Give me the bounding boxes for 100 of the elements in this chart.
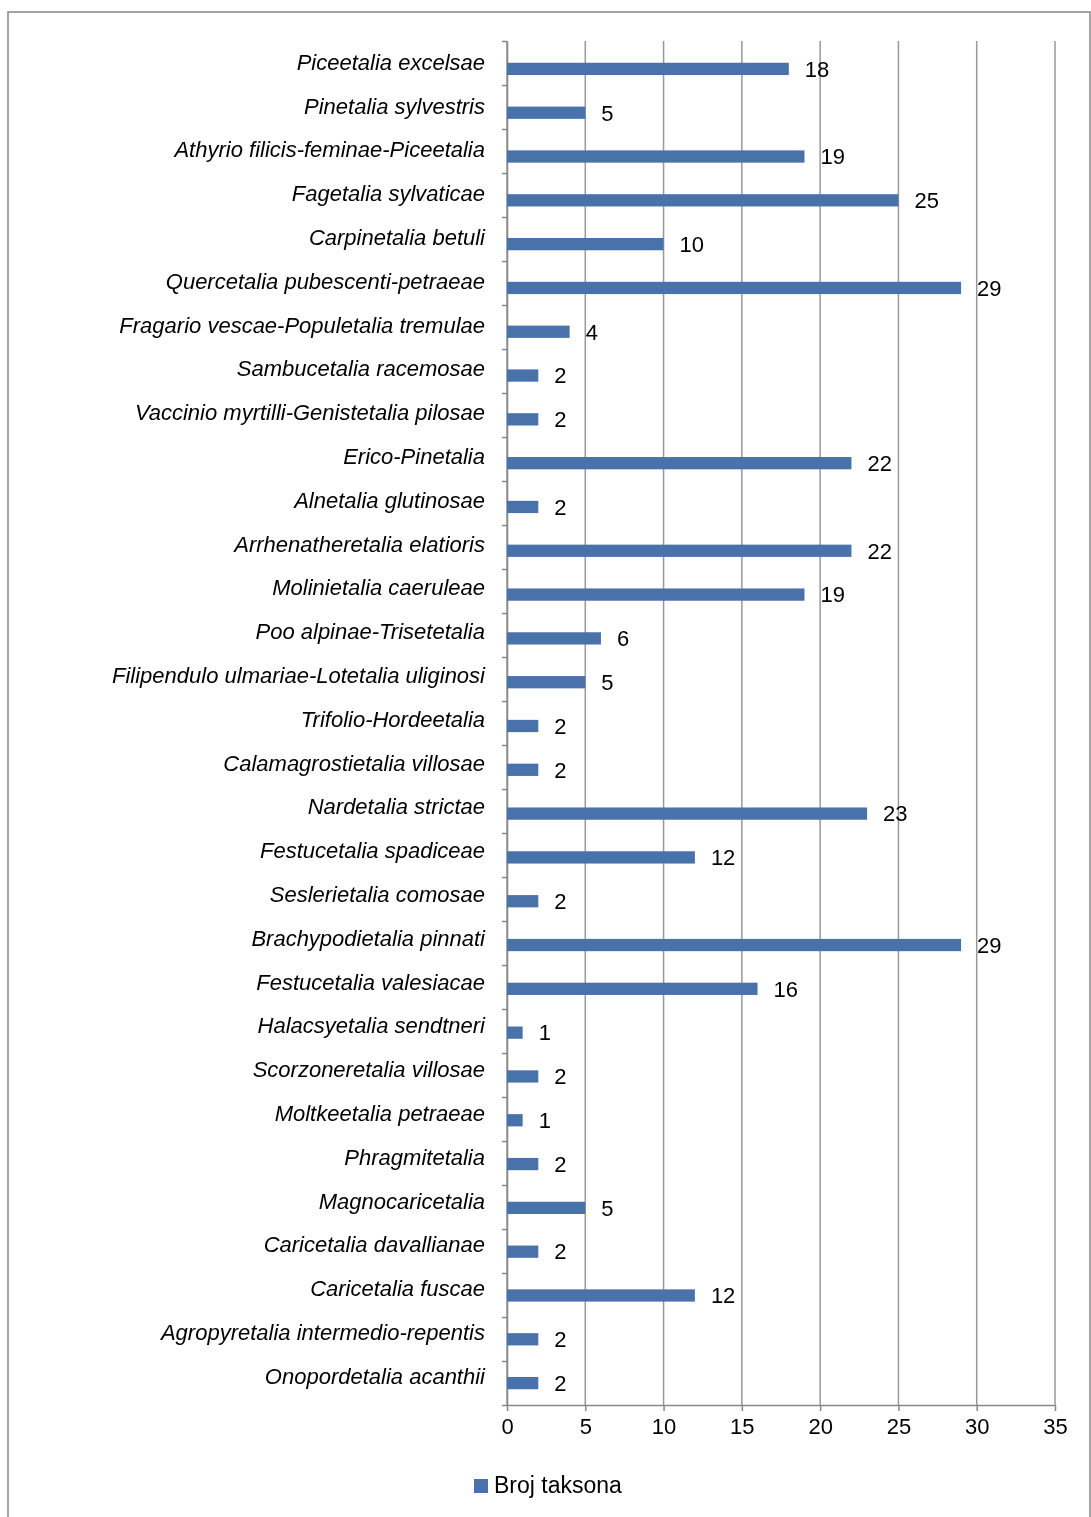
data-label: 2: [554, 713, 567, 739]
y-tick-label: Arrhenatheretalia elatioris: [232, 531, 485, 557]
data-label: 18: [804, 56, 830, 82]
x-tick-label: 5: [579, 1413, 592, 1439]
bar: [507, 1289, 695, 1302]
data-label: 1: [538, 1108, 551, 1134]
bar: [507, 1157, 539, 1171]
y-tick-label: Piceetalia excelsae: [296, 49, 485, 75]
data-label: 22: [867, 450, 892, 476]
bar: [507, 500, 539, 514]
y-tick-label: Filipendulo ulmariae-Lotetalia uliginosi: [112, 663, 487, 689]
bar: [507, 238, 664, 251]
x-tick-label: 35: [1043, 1413, 1068, 1439]
bar: [507, 413, 539, 426]
y-tick-label: Vaccinio myrtilli-Genistetalia pilosae: [134, 400, 485, 426]
data-label: 12: [710, 845, 736, 871]
x-tick-label: 0: [501, 1413, 514, 1439]
data-label: 2: [554, 494, 567, 520]
y-tick-label: Erico-Pinetalia: [343, 443, 485, 469]
y-tick-label: Molinietalia caeruleae: [272, 575, 485, 601]
data-label: 16: [773, 976, 798, 1002]
bar: [507, 807, 868, 820]
y-tick-label: Poo alpinae-Trisetetalia: [255, 619, 485, 645]
bar: [507, 1070, 539, 1083]
legend-label: Broj taksona: [494, 1472, 623, 1499]
y-tick-label: Brachypodietalia pinnati: [251, 925, 487, 951]
bar: [507, 1376, 539, 1390]
y-tick-label: Athyrio filicis-feminae-Piceetalia: [172, 137, 485, 163]
y-tick-label: Alnetalia glutinosae: [292, 487, 485, 513]
data-label: 4: [585, 319, 598, 345]
y-tick-label: Caricetalia davallianae: [263, 1232, 485, 1258]
bar: [507, 544, 852, 557]
data-label: 22: [867, 538, 892, 564]
bar: [507, 369, 539, 382]
bar: [507, 1201, 586, 1215]
y-tick-label: Onopordetalia acanthii: [264, 1363, 487, 1389]
data-label: 2: [554, 1327, 567, 1353]
bar: [507, 1026, 523, 1039]
y-tick-label: Trifolio-Hordeetalia: [300, 706, 485, 732]
bar: [507, 982, 758, 995]
data-label: 10: [679, 231, 705, 257]
y-tick-label: Sambucetalia racemosae: [236, 356, 485, 382]
y-tick-label: Halacsyetalia sendtneri: [257, 1013, 487, 1039]
y-tick-label: Phragmitetalia: [344, 1144, 485, 1170]
bar: [507, 194, 899, 207]
data-label: 19: [820, 144, 845, 170]
y-tick-label: Magnocaricetalia: [318, 1188, 485, 1214]
data-label: 29: [977, 275, 1002, 301]
x-tick-label: 30: [964, 1413, 990, 1439]
data-label: 19: [820, 582, 845, 608]
data-label: 5: [601, 670, 614, 696]
data-label: 1: [538, 1020, 551, 1046]
bar: [507, 719, 539, 733]
y-tick-label: Nardetalia strictae: [307, 794, 485, 820]
bar: [507, 895, 539, 908]
data-label: 29: [977, 932, 1002, 958]
y-tick-label: Agropyretalia intermedio-repentis: [158, 1320, 485, 1346]
data-label: 2: [554, 1239, 567, 1265]
bar: [507, 1333, 539, 1346]
bar: [507, 150, 805, 163]
data-label: 23: [883, 801, 908, 827]
bar: [507, 325, 570, 338]
data-label: 2: [554, 757, 567, 783]
y-tick-label: Seslerietalia comosae: [269, 882, 485, 908]
bar: [507, 1245, 539, 1258]
data-label: 2: [554, 889, 567, 915]
data-label: 5: [601, 100, 614, 126]
bar: [507, 106, 586, 119]
y-tick-label: Festucetalia spadiceae: [259, 838, 485, 864]
data-label: 6: [616, 626, 630, 652]
bar: [507, 676, 586, 689]
y-tick-label: Fragario vescae-Populetalia tremulae: [119, 312, 485, 338]
data-label: 12: [710, 1283, 736, 1309]
y-tick-label: Scorzoneretalia villosae: [252, 1057, 485, 1083]
y-tick-label: Moltkeetalia petraeae: [274, 1101, 485, 1127]
y-tick-label: Caricetalia fuscae: [310, 1276, 485, 1302]
y-tick-label: Pinetalia sylvestris: [304, 93, 485, 119]
x-tick-label: 15: [730, 1413, 755, 1439]
y-tick-label: Fagetalia sylvaticae: [291, 181, 485, 207]
data-label: 2: [554, 1064, 567, 1090]
bar: [507, 588, 805, 601]
data-label: 2: [554, 1151, 567, 1177]
bar: [507, 763, 539, 776]
x-tick-label: 20: [808, 1413, 833, 1439]
data-label: 2: [554, 1370, 567, 1396]
data-label: 5: [601, 1195, 614, 1221]
y-tick-label: Carpinetalia betuli: [308, 224, 487, 250]
bar: [507, 62, 789, 76]
bar: [507, 851, 695, 864]
bar: [507, 1114, 523, 1127]
y-tick-label: Calamagrostietalia villosae: [223, 750, 485, 776]
y-tick-label: Quercetalia pubescenti-petraeae: [165, 268, 485, 294]
bar: [507, 632, 601, 645]
x-tick-label: 25: [886, 1413, 912, 1439]
data-label: 2: [554, 407, 567, 433]
data-label: 25: [914, 188, 939, 214]
data-label: 2: [554, 363, 567, 389]
bar: [507, 281, 962, 295]
bar: [507, 938, 962, 952]
x-tick-label: 10: [651, 1413, 677, 1439]
